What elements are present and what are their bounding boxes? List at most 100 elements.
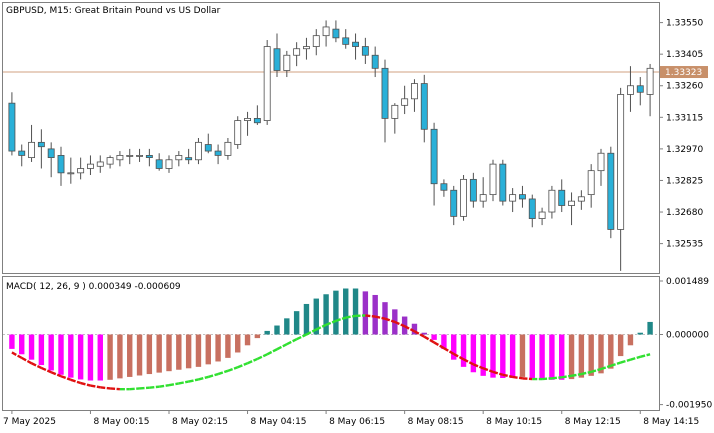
macd-histogram-bar (38, 334, 45, 366)
candle (342, 29, 350, 49)
macd-histogram-bar (647, 321, 653, 335)
candle-body-bear (145, 155, 153, 158)
macd-histogram-bar (225, 334, 231, 358)
macd-histogram-bar (578, 334, 585, 378)
time-tick-label: 8 May 00:15 (93, 417, 149, 427)
macd-signal-segment (11, 351, 23, 359)
time-tick-label: 8 May 10:15 (486, 417, 542, 427)
price-tick-label: 1.32680 (666, 208, 703, 218)
macd-histogram-bar (549, 334, 555, 380)
macd-signal-segment (237, 362, 248, 369)
macd-signal-segment (256, 353, 268, 361)
candle-body-bull (322, 26, 330, 37)
candle-body-bull (391, 104, 399, 119)
macd-histogram-bar (166, 334, 172, 372)
candle-body-bull (175, 155, 183, 161)
macd-histogram-bar (215, 334, 221, 362)
candle-body-bear (57, 155, 65, 174)
candle-body-bear (607, 152, 615, 230)
candle-body-bull (293, 48, 301, 56)
candle-body-bear (636, 85, 644, 93)
time-tick-label: 8 May 02:15 (172, 417, 228, 427)
macd-signal-segment (276, 343, 288, 351)
candle-body-bull (312, 35, 320, 47)
macd-histogram-bar (598, 334, 604, 374)
candle-body-bull (568, 200, 575, 206)
candle (136, 148, 143, 162)
candle (617, 87, 625, 271)
candle (568, 192, 575, 226)
candle-body-bear (469, 178, 477, 202)
macd-signal-segment (21, 356, 33, 365)
macd-histogram-bar (28, 334, 35, 360)
macd-histogram-bar (136, 334, 143, 376)
price-pane-frame (2, 2, 660, 274)
macd-signal-segment (630, 355, 641, 361)
current-price-label: 1.33323 (665, 68, 702, 78)
macd-signal-segment (620, 358, 631, 364)
price-tick-label: 1.32825 (666, 176, 703, 186)
candle-body-bull (244, 118, 251, 121)
time-tick-label: 8 May 08:15 (408, 417, 464, 427)
candle (263, 40, 271, 125)
candle (528, 194, 536, 228)
candle-body-bull (548, 189, 556, 213)
macd-signal-segment (335, 316, 347, 322)
candle (627, 66, 634, 112)
candle (607, 146, 615, 239)
macd-histogram-bar (608, 334, 614, 369)
candle (440, 179, 448, 197)
candle (214, 144, 222, 165)
candle (332, 20, 340, 43)
macd-histogram-bar (146, 334, 153, 375)
macd-tick-label: 0.000000 (666, 331, 709, 341)
macd-signal-segment (610, 361, 622, 367)
macd-axis: 0.001489 0.000000 -0.001950 (659, 277, 712, 411)
macd-signal-segment (178, 380, 189, 385)
candle-body-bull (401, 98, 409, 106)
candle (47, 142, 55, 178)
candle (204, 133, 212, 154)
macd-histogram-bar (264, 330, 270, 335)
candle (77, 157, 85, 180)
candle-body-bear (214, 150, 222, 156)
macd-signal-segment (247, 357, 258, 365)
candle (420, 74, 428, 143)
time-tick-label: 8 May 04:15 (251, 417, 307, 427)
candle (175, 151, 183, 167)
macd-histogram-bar (637, 332, 643, 335)
macd-signal-segment (296, 333, 307, 341)
macd-histogram-bar (568, 334, 575, 380)
candle-body-bear (185, 157, 193, 161)
price-axis: 1.33550 1.33405 1.33260 1.33115 1.32970 1.328… (659, 19, 703, 250)
macd-histogram-bar (284, 318, 290, 335)
macd-histogram-bar (343, 288, 349, 335)
time-tick-label: 8 May 06:15 (329, 417, 385, 427)
candle (273, 33, 281, 78)
candle (519, 185, 526, 208)
candle-body-bear (204, 144, 212, 152)
candle-body-bear (420, 83, 428, 130)
macd-signal-segment (413, 330, 425, 338)
candle (106, 155, 114, 169)
macd-histogram-bar (77, 334, 84, 380)
macd-signal-segment (433, 341, 445, 350)
macd-signal-segment (227, 366, 239, 372)
macd-histogram-bar (411, 323, 418, 335)
macd-signal-segment (315, 323, 327, 331)
candle-body-bear (342, 37, 350, 45)
candle (450, 185, 458, 226)
macd-signal-segment (31, 362, 42, 370)
macd-signal-segment (70, 378, 82, 385)
macd-histogram-bar (451, 334, 457, 360)
candle-body-bull (627, 85, 634, 95)
macd-title: MACD( 12, 26, 9 ) 0.000349 -0.000609 (6, 282, 181, 292)
candle (37, 129, 45, 169)
candle (646, 63, 654, 117)
candle-body-bull (509, 194, 517, 202)
candle-body-bear (519, 194, 526, 200)
candle-body-bull (538, 211, 546, 219)
macd-signal-segment (149, 385, 160, 389)
candle (8, 92, 16, 156)
candle (312, 29, 320, 56)
